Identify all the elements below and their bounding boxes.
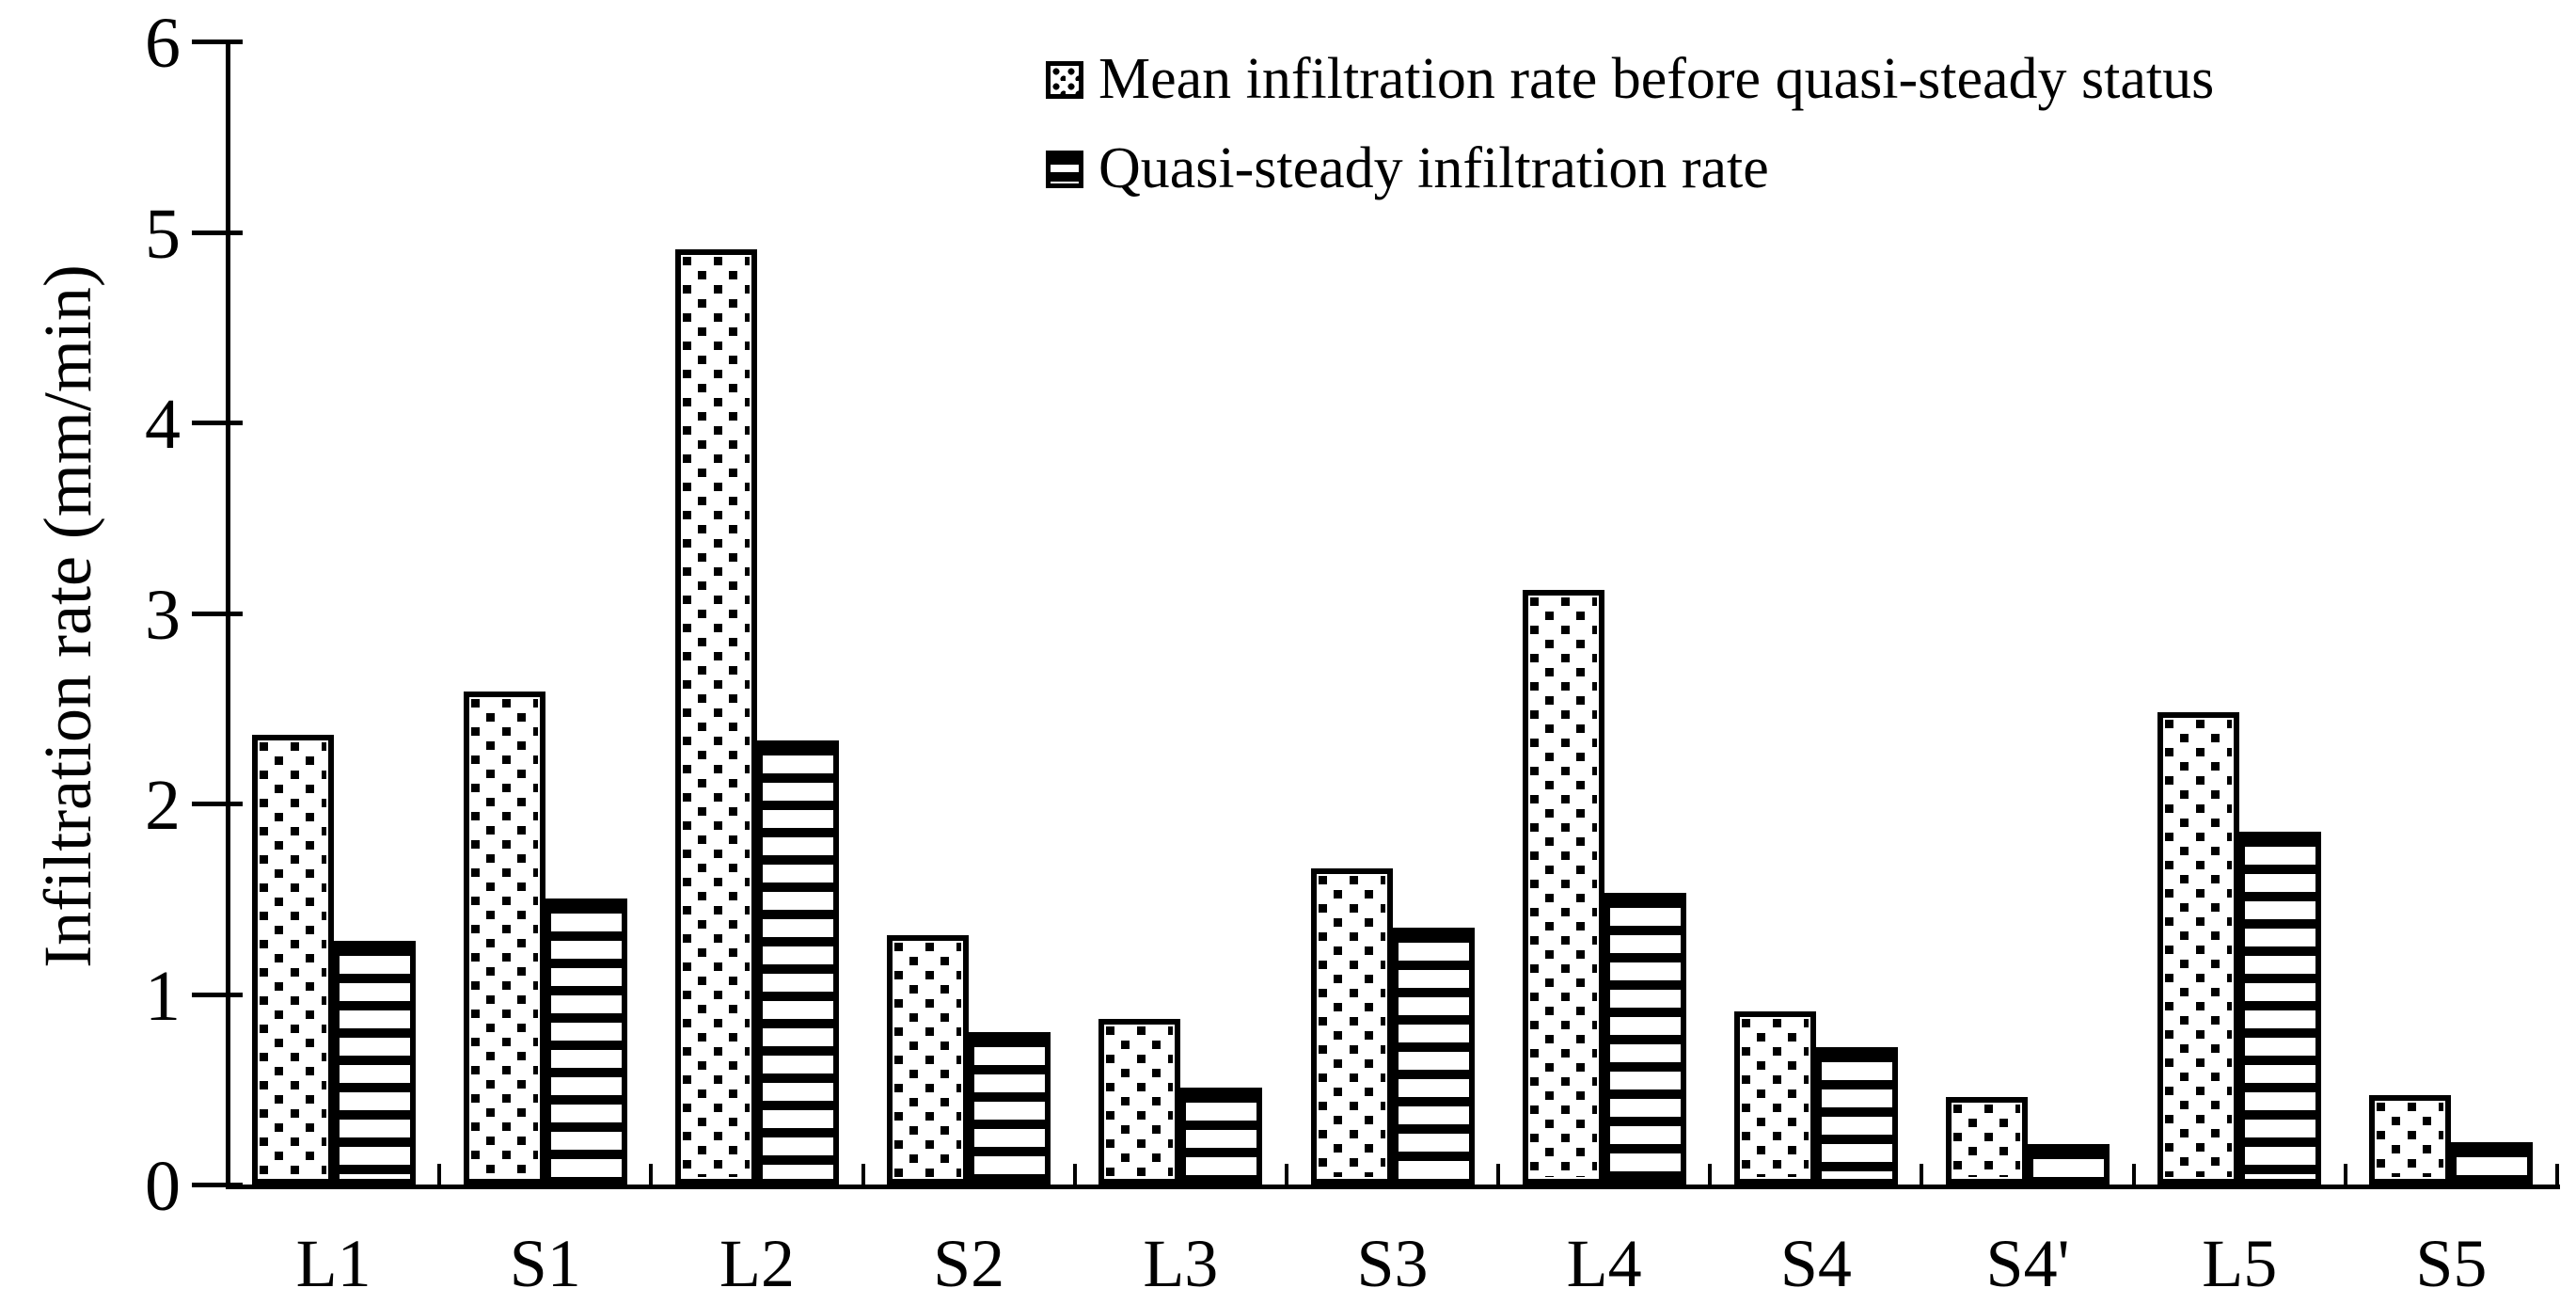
x-axis-line — [226, 1185, 2560, 1189]
bar-quasi-steady-S3 — [1392, 927, 1475, 1185]
x-category-label-L2: L2 — [719, 1226, 795, 1301]
y-tick-label: 0 — [145, 1147, 181, 1226]
y-axis-tick — [192, 1183, 243, 1187]
x-category-label-L1: L1 — [295, 1226, 371, 1301]
x-axis-tick — [2131, 1164, 2136, 1188]
legend: Mean infiltration rate before quasi-stea… — [1046, 47, 2215, 201]
bar-mean-rate-L4 — [1522, 590, 1604, 1185]
x-axis-tick — [437, 1164, 442, 1188]
bar-mean-rate-S5 — [2369, 1094, 2452, 1185]
y-axis-tick — [192, 992, 243, 997]
bar-mean-rate-L1 — [251, 735, 334, 1185]
x-axis-tick — [861, 1164, 865, 1188]
dotted-pattern-swatch-icon — [1046, 60, 1083, 99]
x-axis-tick — [2555, 1164, 2559, 1188]
legend-row-mean-rate: Mean infiltration rate before quasi-stea… — [1046, 47, 2215, 111]
x-category-label-S1: S1 — [509, 1226, 581, 1301]
x-category-label-S4': S4' — [1985, 1226, 2070, 1301]
x-category-label-L4: L4 — [1566, 1226, 1642, 1301]
y-axis-tick — [192, 421, 243, 425]
y-axis-tick — [192, 230, 243, 235]
x-category-label-L5: L5 — [2202, 1226, 2278, 1301]
bar-quasi-steady-S2 — [969, 1032, 1051, 1185]
x-axis-tick — [2343, 1164, 2347, 1188]
y-axis-tick — [192, 802, 243, 806]
bar-mean-rate-S3 — [1310, 867, 1393, 1185]
x-axis-tick — [1284, 1164, 1288, 1188]
y-tick-label: 6 — [145, 4, 181, 83]
bar-mean-rate-S2 — [887, 934, 970, 1185]
x-axis-tick — [1072, 1164, 1077, 1188]
bar-quasi-steady-S5 — [2451, 1142, 2534, 1185]
y-tick-label: 5 — [145, 194, 181, 274]
bar-mean-rate-L3 — [1098, 1018, 1181, 1185]
bar-mean-rate-S1 — [463, 691, 545, 1185]
bar-mean-rate-L2 — [674, 248, 757, 1185]
striped-pattern-swatch-icon — [1046, 150, 1083, 188]
x-category-label-S5: S5 — [2415, 1226, 2488, 1301]
bar-quasi-steady-L3 — [1180, 1087, 1263, 1185]
y-tick-label: 4 — [145, 385, 181, 464]
bar-mean-rate-S4' — [1946, 1096, 2029, 1185]
bar-mean-rate-S4 — [1733, 1010, 1816, 1185]
x-category-label-S4: S4 — [1779, 1226, 1852, 1301]
bar-quasi-steady-L5 — [2239, 832, 2322, 1185]
bar-quasi-steady-S4' — [2028, 1144, 2110, 1185]
x-category-label-S3: S3 — [1356, 1226, 1429, 1301]
x-axis-tick — [1496, 1164, 1501, 1188]
y-tick-label: 1 — [145, 956, 181, 1036]
x-category-label-S2: S2 — [933, 1226, 1005, 1301]
bar-quasi-steady-L1 — [333, 940, 416, 1185]
bar-quasi-steady-L2 — [756, 740, 839, 1185]
x-axis-tick — [649, 1164, 654, 1188]
x-axis-tick — [1708, 1164, 1713, 1188]
y-axis-tick — [192, 40, 243, 44]
y-tick-label: 2 — [145, 766, 181, 845]
x-axis-tick — [1920, 1164, 1924, 1188]
y-tick-label: 3 — [145, 575, 181, 655]
bar-quasi-steady-S4 — [1815, 1047, 1898, 1185]
legend-label-quasi-steady-rate: Quasi-steady infiltration rate — [1098, 136, 1769, 201]
bar-mean-rate-L5 — [2157, 711, 2240, 1185]
x-category-label-L3: L3 — [1143, 1226, 1219, 1301]
y-axis-tick — [192, 611, 243, 616]
bar-quasi-steady-S1 — [545, 898, 627, 1185]
legend-row-quasi-steady-rate: Quasi-steady infiltration rate — [1046, 136, 2214, 201]
bar-quasi-steady-L4 — [1604, 893, 1686, 1185]
legend-label-mean-rate: Mean infiltration rate before quasi-stea… — [1098, 47, 2215, 111]
